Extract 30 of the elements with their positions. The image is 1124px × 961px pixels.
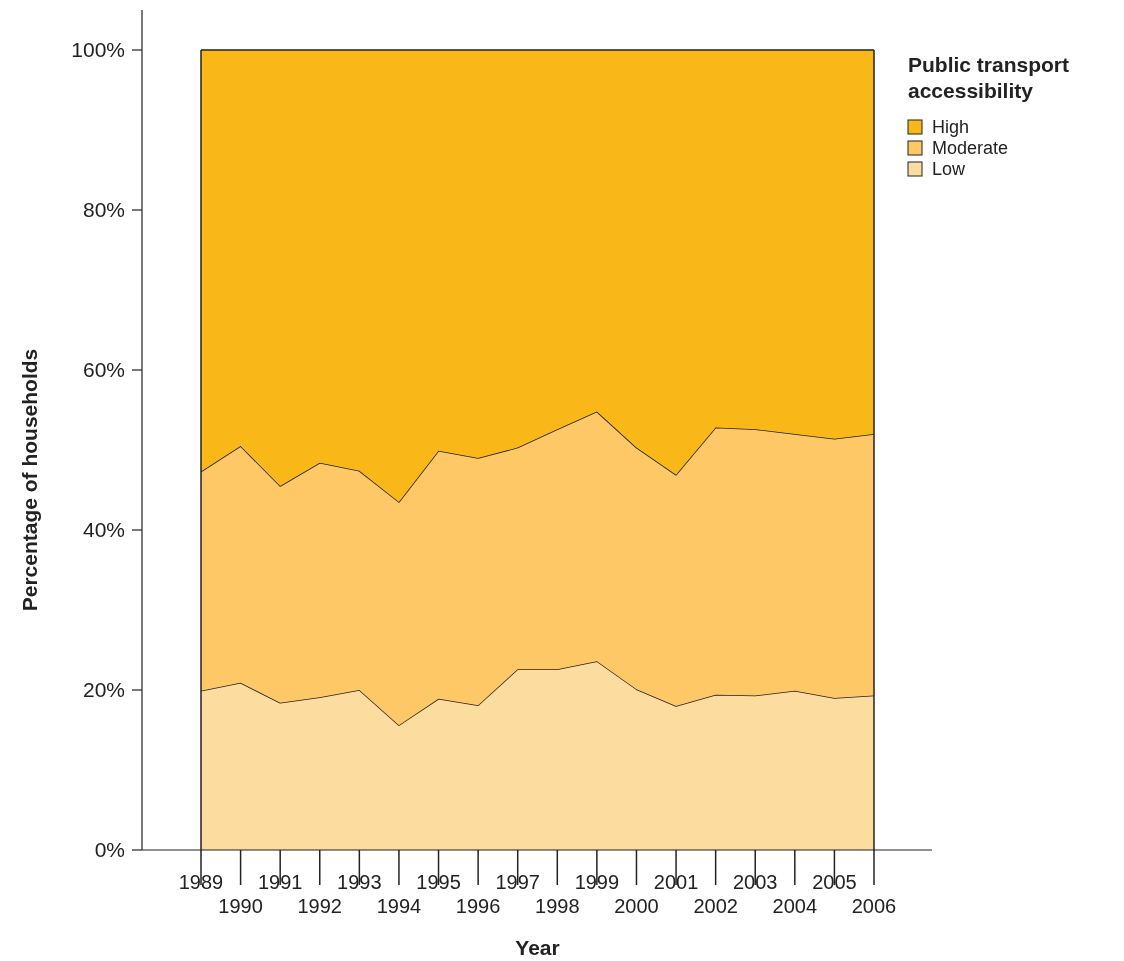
x-tick-label: 2006 bbox=[851, 895, 897, 917]
x-tick-label: 1999 bbox=[574, 871, 620, 893]
x-tick-label: 1993 bbox=[337, 871, 382, 893]
y-axis-title: Percentage of households bbox=[18, 348, 42, 612]
x-tick-label: 1994 bbox=[376, 895, 422, 917]
y-tick-label: 100% bbox=[71, 38, 125, 62]
y-tick-label: 40% bbox=[82, 518, 125, 542]
x-tick-label: 2001 bbox=[653, 871, 699, 893]
x-tick-label: 1995 bbox=[416, 871, 461, 893]
x-axis-title: Year bbox=[515, 936, 560, 960]
y-tick-label: 60% bbox=[82, 358, 125, 382]
legend-label: Low bbox=[932, 159, 967, 180]
legend-label: Moderate bbox=[932, 138, 1009, 159]
x-tick-label: 2004 bbox=[772, 895, 818, 917]
x-tick-label: 1989 bbox=[178, 871, 224, 893]
x-tick-label: 1998 bbox=[535, 895, 580, 917]
legend-label: High bbox=[932, 117, 970, 138]
x-tick-label: 1992 bbox=[297, 895, 343, 917]
x-tick-label: 1997 bbox=[495, 871, 540, 893]
x-tick-label: 2003 bbox=[732, 871, 778, 893]
y-tick-label: 0% bbox=[94, 838, 125, 862]
y-tick-label: 20% bbox=[82, 678, 125, 702]
x-tick-label: 1996 bbox=[455, 895, 501, 917]
x-tick-label: 1991 bbox=[257, 871, 303, 893]
x-tick-label: 2000 bbox=[614, 895, 659, 917]
y-tick-label: 80% bbox=[82, 198, 125, 222]
x-tick-label: 2002 bbox=[693, 895, 738, 917]
x-tick-label: 2005 bbox=[812, 871, 857, 893]
legend-title: Public transport accessibility bbox=[908, 53, 1070, 103]
x-tick-label: 1990 bbox=[218, 895, 263, 917]
